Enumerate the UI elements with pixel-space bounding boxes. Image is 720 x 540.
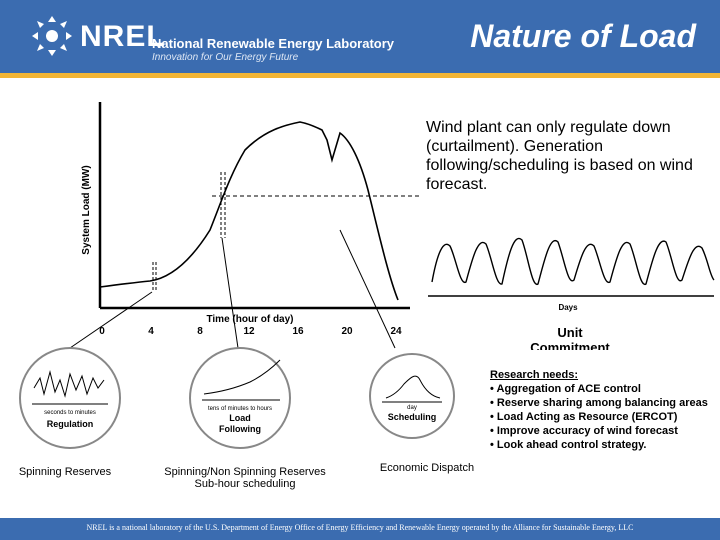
regulation-circle: seconds to minutes Regulation <box>19 347 121 449</box>
load-following-circle: tens of minutes to hours Load Following <box>189 347 291 449</box>
scheduling-label: Scheduling <box>388 412 437 422</box>
lab-name: National Renewable Energy Laboratory <box>152 36 395 51</box>
load-ticks: 0 4 8 12 16 20 24 <box>99 326 402 337</box>
load-curve <box>99 121 399 301</box>
research-title: Research needs: <box>490 369 579 381</box>
tick-24: 24 <box>390 326 402 337</box>
footer-text: NREL is a national laboratory of the U.S… <box>86 523 634 532</box>
scheduling-circle: day Scheduling <box>369 353 455 439</box>
circles-diagram: seconds to minutes Regulation tens of mi… <box>19 347 455 449</box>
unit-commitment-2: Commitment <box>530 340 610 350</box>
tick-0: 0 <box>99 326 105 337</box>
nrel-logo-icon <box>32 16 72 56</box>
following-label-1: Load <box>229 413 251 423</box>
connector-following <box>221 237 239 349</box>
unit-commitment-1: Unit <box>557 325 583 340</box>
caption-line: Spinning Reserves <box>18 466 112 478</box>
research-item: • Aggregation of ACE control <box>490 383 641 395</box>
wind-plant-text: Wind plant can only regulate down (curta… <box>426 119 693 193</box>
connector-regulation <box>69 291 153 349</box>
scheduling-time: day <box>407 405 417 411</box>
header-bar: NREL National Renewable Energy Laborator… <box>0 0 720 78</box>
following-time: tens of minutes to hours <box>208 406 272 412</box>
following-curve <box>203 359 281 395</box>
research-item: • Load Acting as Resource (ERCOT) <box>490 411 678 423</box>
caption-line: Sub-hour scheduling <box>194 478 296 490</box>
tick-12: 12 <box>243 326 255 337</box>
load-ylabel: System Load (MW) <box>81 165 92 254</box>
header-stripe <box>0 73 720 78</box>
tick-8: 8 <box>197 326 203 337</box>
caption-line: Economic Dispatch <box>379 462 475 474</box>
footer-bar: NREL is a national laboratory of the U.S… <box>0 518 720 540</box>
tick-20: 20 <box>341 326 353 337</box>
slide-title: Nature of Load <box>470 18 696 54</box>
research-needs: Research needs: • Aggregation of ACE con… <box>490 368 720 452</box>
research-list: • Aggregation of ACE control • Reserve s… <box>490 382 720 452</box>
caption-economic-dispatch: Economic Dispatch <box>362 462 492 474</box>
research-item: • Reserve sharing among balancing areas <box>490 397 708 409</box>
caption-spinning-reserves: Spinning Reserves <box>0 466 130 478</box>
load-curve-diagram: System Load (MW) Time (hour of day) 0 4 … <box>69 102 715 350</box>
research-item: • Improve accuracy of wind forecast <box>490 425 678 437</box>
scheduling-curve <box>385 375 441 399</box>
tick-4: 4 <box>148 326 154 337</box>
following-label-2: Following <box>219 424 261 434</box>
tick-16: 16 <box>292 326 304 337</box>
lab-tagline: Innovation for Our Energy Future <box>152 52 299 63</box>
regulation-wave <box>33 370 105 398</box>
caption-line: Spinning/Non Spinning Reserves <box>164 466 326 478</box>
regulation-time: seconds to minutes <box>44 410 96 416</box>
research-item: • Look ahead control strategy. <box>490 439 647 451</box>
caption-load-following: Spinning/Non Spinning Reserves Sub-hour … <box>140 466 350 490</box>
days-xlabel: Days <box>558 303 578 312</box>
connector-scheduling <box>339 229 396 349</box>
logo-text: NREL <box>80 20 166 53</box>
regulation-label: Regulation <box>47 419 94 429</box>
load-xlabel: Time (hour of day) <box>206 314 293 325</box>
days-wave <box>431 237 715 285</box>
